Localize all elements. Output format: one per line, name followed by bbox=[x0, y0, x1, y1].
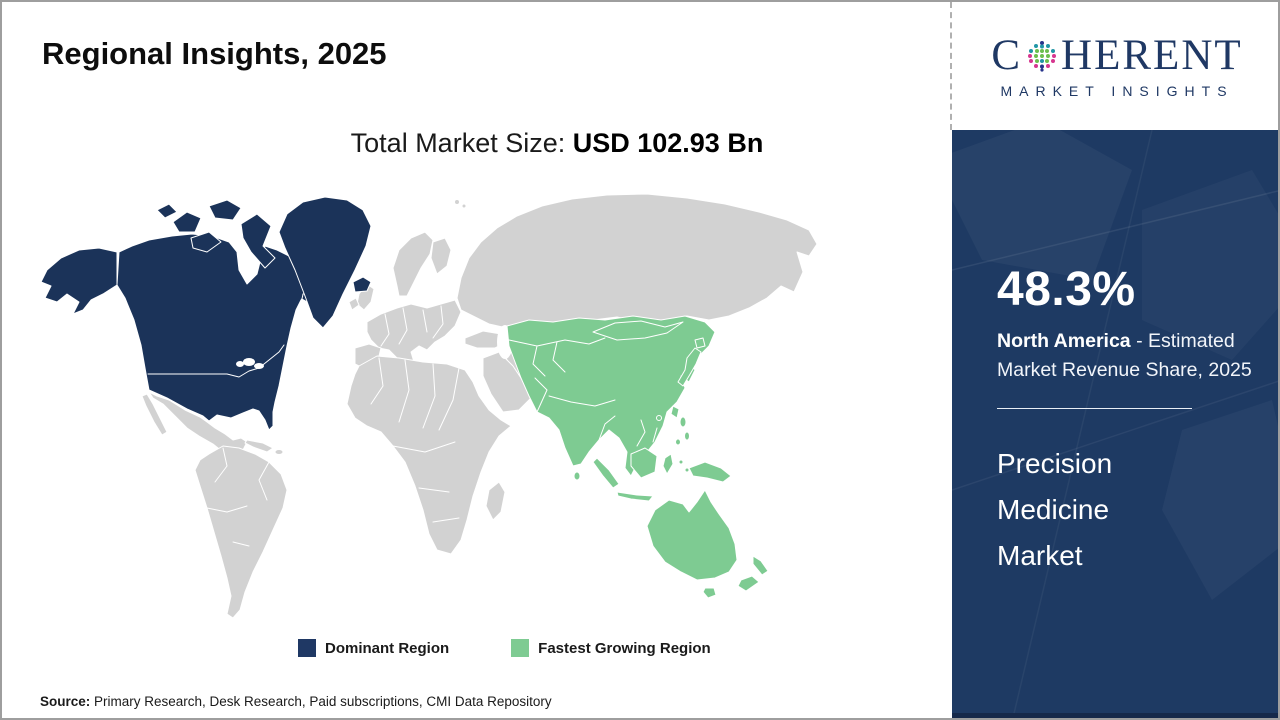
region-europe bbox=[366, 299, 462, 369]
region-arctic-islands bbox=[172, 211, 202, 233]
region-philippines bbox=[679, 416, 687, 428]
region-iceland bbox=[352, 276, 372, 293]
region-baffin-island bbox=[240, 213, 276, 269]
fastest-growing-region-label: Fastest Growing Region bbox=[538, 639, 711, 657]
other-regions bbox=[141, 193, 818, 619]
region-south-america bbox=[194, 445, 288, 619]
logo-tagline: MARKET INSIGHTS bbox=[1000, 82, 1234, 99]
region-australia bbox=[646, 489, 738, 581]
dominant-region-north-america bbox=[40, 196, 372, 431]
region-taiwan bbox=[670, 405, 680, 419]
region-new-zealand bbox=[752, 555, 769, 576]
region-japan bbox=[677, 347, 702, 387]
region-africa bbox=[346, 355, 512, 555]
region-svalbard bbox=[454, 199, 460, 205]
region-greenland bbox=[278, 196, 372, 329]
highlight-panel: 48.3% North America - Estimated Market R… bbox=[952, 130, 1278, 718]
dominant-region-label: Dominant Region bbox=[325, 639, 450, 657]
source-text: Primary Research, Desk Research, Paid su… bbox=[90, 694, 552, 709]
source-line: Source: Primary Research, Desk Research,… bbox=[40, 694, 552, 709]
water-bodies bbox=[456, 319, 513, 359]
region-sulawesi bbox=[662, 453, 674, 475]
region-hainan bbox=[656, 415, 662, 421]
total-market-size: Total Market Size: USD 102.93 Bn bbox=[162, 128, 952, 159]
region-ireland bbox=[348, 297, 360, 311]
panel-bottom-strip bbox=[952, 713, 1278, 718]
great-lakes bbox=[243, 358, 255, 366]
legend-item-fastest: Fastest Growing Region bbox=[511, 639, 711, 657]
region-arabia bbox=[482, 351, 532, 413]
panel-content: 48.3% North America - Estimated Market R… bbox=[952, 262, 1278, 579]
region-usa-canada bbox=[116, 233, 310, 431]
panel-divider bbox=[997, 408, 1192, 409]
region-sumatra bbox=[592, 457, 620, 489]
logo-letter-c: C bbox=[991, 31, 1023, 79]
world-map-svg bbox=[40, 193, 818, 619]
black-sea bbox=[456, 319, 482, 333]
fastest-growing-region-asia-pacific bbox=[506, 315, 769, 599]
total-market-size-value: USD 102.93 Bn bbox=[572, 128, 764, 158]
region-scandinavia bbox=[392, 231, 434, 297]
region-finland bbox=[430, 237, 452, 275]
region-java bbox=[616, 491, 654, 502]
region-madagascar bbox=[485, 481, 506, 521]
total-market-size-label: Total Market Size: bbox=[350, 128, 573, 158]
logo-word-herent: HERENT bbox=[1061, 31, 1243, 79]
region-russia bbox=[456, 193, 818, 329]
legend-item-dominant: Dominant Region bbox=[298, 639, 449, 657]
logo-globe-icon bbox=[1028, 41, 1057, 72]
region-borneo bbox=[630, 447, 658, 479]
stat-region-name: North America bbox=[997, 330, 1131, 352]
logo-box: C HERENT MARKET INSIGHTS bbox=[950, 2, 1278, 130]
region-alaska bbox=[40, 247, 118, 315]
region-victoria-island bbox=[190, 231, 222, 253]
page-title: Regional Insights, 2025 bbox=[42, 36, 387, 71]
region-tasmania bbox=[702, 587, 717, 599]
region-sri-lanka bbox=[573, 471, 581, 481]
market-share-stat: 48.3% bbox=[997, 263, 1136, 316]
map-legend: Dominant Region Fastest Growing Region bbox=[298, 639, 711, 657]
dominant-region-swatch bbox=[298, 639, 316, 657]
region-cuba bbox=[244, 439, 274, 453]
source-label: Source: bbox=[40, 694, 91, 709]
coherent-logo: C HERENT bbox=[991, 34, 1242, 77]
stat-description-text: - Estimated Market Revenue Share, 2025 bbox=[997, 330, 1252, 381]
market-name: Precision Medicine Market bbox=[997, 448, 1113, 571]
world-map bbox=[37, 190, 818, 622]
region-baja bbox=[141, 393, 168, 436]
fastest-growing-region-swatch bbox=[511, 639, 530, 657]
usa-canada-border bbox=[147, 344, 285, 378]
region-hispaniola bbox=[274, 449, 284, 455]
region-new-guinea bbox=[688, 461, 732, 483]
market-share-description: North America - Estimated Market Revenue… bbox=[997, 327, 1252, 384]
region-asia-mainland bbox=[506, 315, 716, 477]
